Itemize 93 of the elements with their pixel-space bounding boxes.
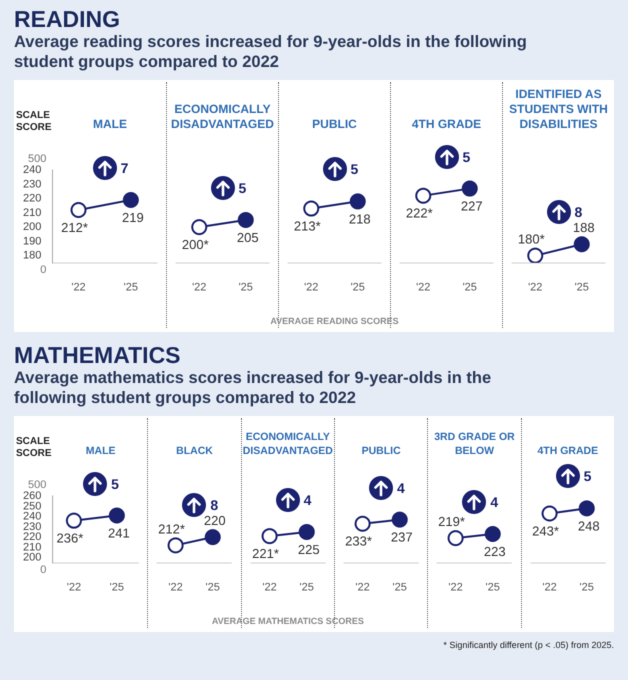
chart-title: IDENTIFIED AS STUDENTS WITH DISABILITIES [508,87,609,133]
chart-title: PUBLIC [360,444,402,458]
x-tick-label: '25 [574,281,589,294]
y-tick-label: 180 [22,250,42,262]
text: 0 [40,564,46,576]
data-label: 212* [158,521,186,536]
x-tick-label: '22 [192,281,206,294]
chart-title: MALE [93,117,127,131]
chart-title: 4TH GRADE [410,117,482,133]
x-tick-label: '25 [206,581,220,594]
annotation: 5 [238,180,246,196]
x-tick-label: '25 [462,281,477,294]
text: 5 [462,148,470,165]
x-tick-label: '22 [542,581,556,594]
x-tick-label: '22 [355,581,370,594]
y-axis-title: SCALE SCORE [16,110,53,134]
chart-title: 4TH GRADE [536,444,600,458]
y-tick-label: 220 [23,531,42,544]
y-tick-label: 250 [23,500,42,512]
chart-title: BLACK [175,444,214,458]
annotation: 7 [120,160,128,176]
data-label: 205 [236,230,259,245]
data-label: 213* [294,218,321,234]
data-label: 227 [460,198,483,214]
text: 5 [584,468,592,484]
chart-title: ECONOMICALLY DISADVANTAGED [170,102,275,133]
text: Average reading scores increased for 9-year-olds in the following student groups compared to 2022 [14,32,528,72]
annotation: 4 [304,492,312,508]
data-label: 219 [122,210,144,225]
x-tick-label: '25 [486,581,500,594]
x-axis-title: AVERAGE MATHEMATICS SCORES [212,615,364,628]
y-tick-label: 260 [23,490,42,502]
chart-title: PUBLIC [311,117,358,133]
text: 0 [40,264,46,276]
y-tick-label: 240 [23,510,42,523]
data-label: 221* [252,546,279,562]
x-tick-label: '25 [350,281,365,294]
data-label: 222* [406,206,433,221]
data-label: 237 [390,530,413,545]
data-label: 223 [484,544,506,560]
x-tick-label: '22 [168,581,184,594]
x-tick-label: '22 [416,281,430,294]
x-tick-label: '22 [262,581,276,594]
x-tick-label: '22 [66,581,82,594]
y-tick-label: 230 [22,178,42,190]
y-tick-label: 210 [23,541,42,554]
data-label: 180* [518,232,545,247]
y-tick-label: 230 [23,520,42,533]
data-label: 219* [438,514,466,530]
text: MATHEMATICS [14,342,182,368]
data-label: 212* [61,220,88,235]
y-axis-title: SCALE SCORE [16,436,53,460]
x-tick-label: '22 [304,281,318,294]
x-axis-title: AVERAGE READING SCORES [270,315,399,328]
text: 500 [28,479,46,491]
y-tick-label: 200 [22,221,42,234]
data-label: 200* [182,237,209,252]
x-tick-label: '25 [238,281,253,294]
y-tick-label: 200 [23,552,42,564]
x-tick-label: '22 [448,581,464,594]
annotation: 8 [574,204,582,220]
text: 500 [28,153,46,165]
data-label: 236* [56,530,84,546]
y-tick-label: 220 [22,192,42,205]
data-label: 233* [345,534,372,549]
data-label: 241 [108,526,130,541]
chart-title: 3RD GRADE OR BELOW [433,431,516,458]
text: READING [14,6,122,32]
data-label: 220 [204,513,226,528]
x-tick-label: '25 [392,581,407,594]
x-tick-label: '22 [71,281,86,294]
x-tick-label: '25 [124,281,138,294]
x-tick-label: '25 [110,581,124,594]
chart-title: MALE [86,444,116,456]
y-tick-label: 210 [22,206,42,219]
annotation: 5 [350,161,358,178]
chart-title: ECONOMICALLY DISADVANTAGED [242,431,334,458]
data-label: 225 [298,542,320,557]
text: 4 [396,480,405,496]
x-tick-label: '25 [579,581,594,594]
text: 5 [111,476,119,492]
y-tick-label: 240 [22,164,42,176]
x-tick-label: '22 [528,281,542,294]
data-label: 243* [532,523,559,538]
data-label: 188 [572,220,595,236]
annotation: 4 [490,494,498,510]
data-label: 248 [578,518,600,534]
annotation: 8 [210,497,218,514]
x-tick-label: '25 [299,581,314,594]
y-tick-label: 190 [22,235,42,248]
text: * Significantly different (p < .05) from 2025. [442,640,614,650]
data-label: 218 [348,211,371,226]
text: Average mathematics scores increased for 9-year-olds in the following student groups compared to 2022 [14,368,492,408]
